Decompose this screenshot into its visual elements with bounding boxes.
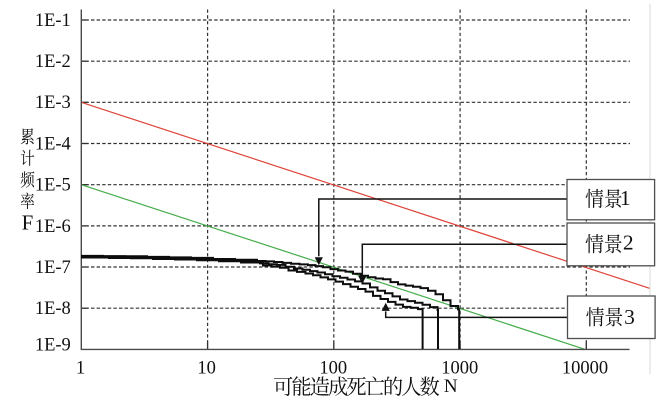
svg-text:10: 10 (197, 359, 216, 379)
svg-text:1E-1: 1E-1 (35, 11, 71, 31)
svg-text:10000: 10000 (562, 359, 608, 379)
svg-text:1E-5: 1E-5 (35, 176, 71, 196)
svg-text:1E-3: 1E-3 (35, 93, 71, 113)
svg-text:1E-7: 1E-7 (35, 258, 71, 278)
svg-text:2: 2 (623, 231, 634, 255)
svg-text:F: F (22, 211, 34, 235)
svg-text:1E-4: 1E-4 (35, 134, 71, 154)
svg-text:1E-6: 1E-6 (35, 217, 71, 237)
svg-text:100: 100 (319, 359, 347, 379)
svg-text:1: 1 (620, 186, 631, 210)
svg-text:1E-9: 1E-9 (35, 335, 71, 355)
svg-text:N: N (444, 376, 458, 397)
svg-text:1000: 1000 (441, 359, 478, 379)
svg-text:3: 3 (624, 305, 635, 329)
svg-text:1: 1 (76, 359, 85, 379)
svg-text:1E-8: 1E-8 (35, 299, 71, 319)
svg-text:1E-2: 1E-2 (35, 52, 71, 72)
